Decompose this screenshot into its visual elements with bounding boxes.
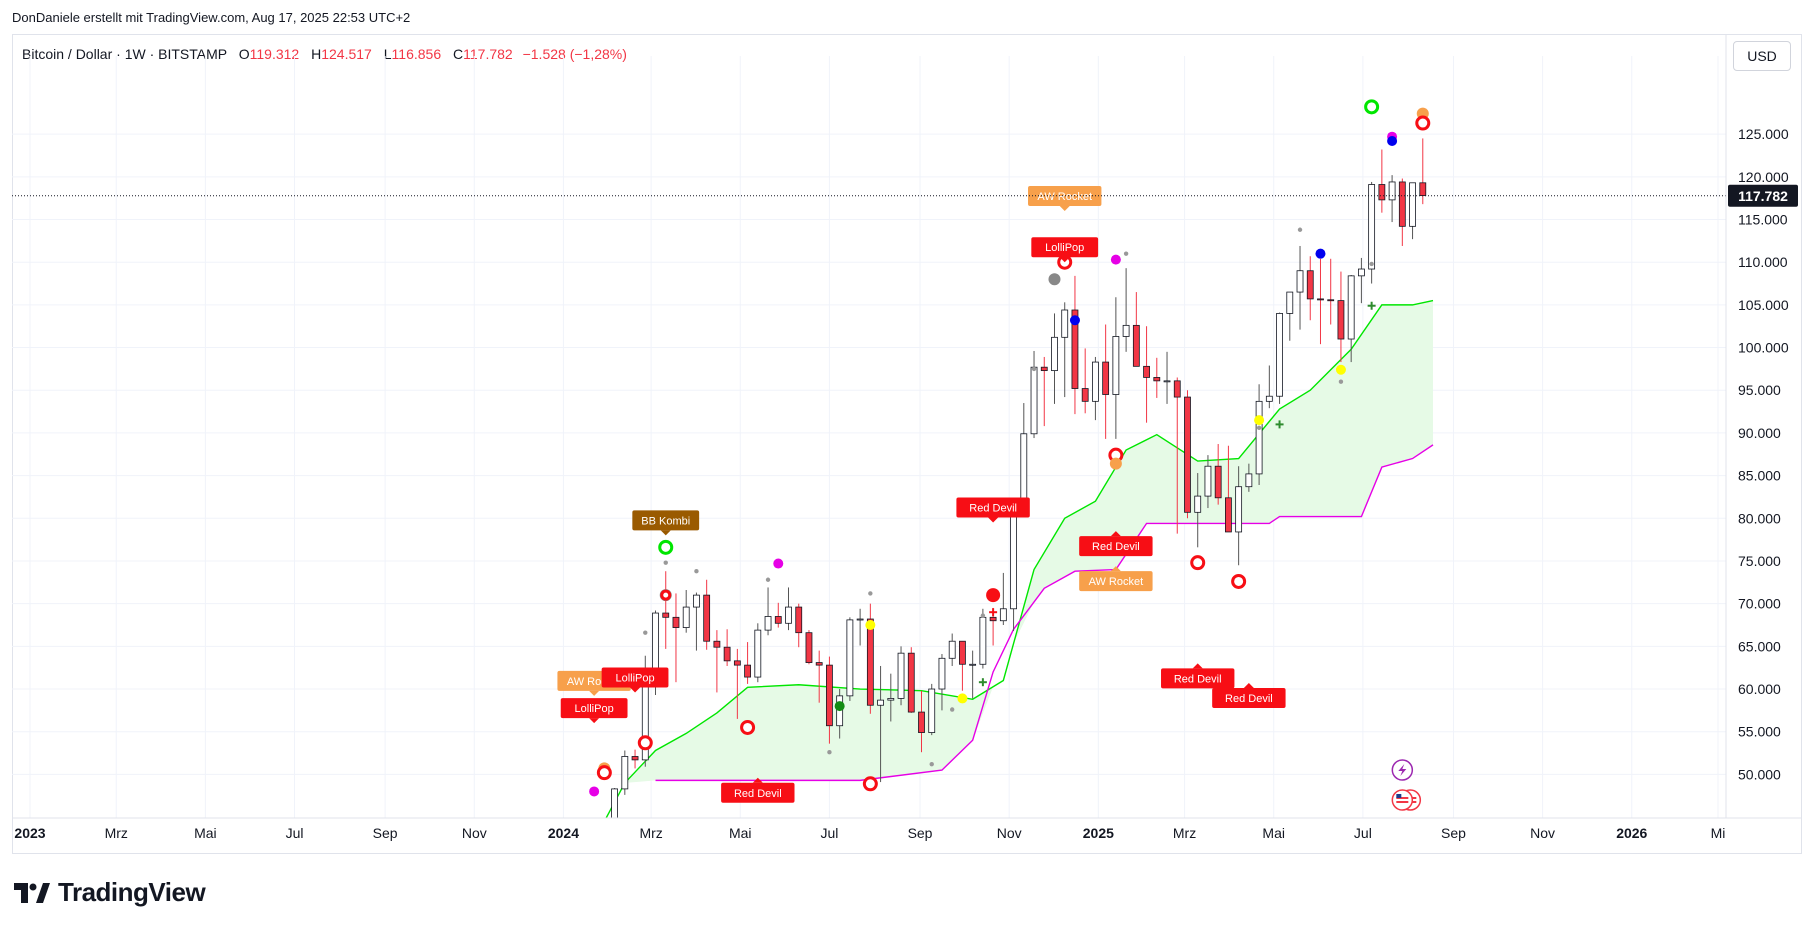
close-label: C — [453, 46, 464, 62]
tradingview-logo[interactable]: TradingView — [14, 877, 206, 908]
brand-name: TradingView — [58, 877, 206, 907]
chart-credit: DonDaniele erstellt mit TradingView.com,… — [12, 10, 411, 25]
symbol-legend: Bitcoin / Dollar · 1W · BITSTAMP O119.31… — [22, 46, 627, 62]
open-label: O — [238, 46, 250, 62]
symbol-name[interactable]: Bitcoin / Dollar · 1W · BITSTAMP — [22, 46, 227, 62]
tradingview-logo-icon — [14, 882, 50, 903]
close-value: 117.782 — [463, 46, 513, 62]
open-value: 119.312 — [249, 46, 300, 62]
low-label: L — [383, 46, 392, 62]
change-value: −1.528 (−1,28%) — [522, 46, 627, 62]
low-value: 116.856 — [391, 46, 442, 62]
high-value: 124.517 — [321, 46, 372, 62]
high-label: H — [311, 46, 322, 62]
chart-frame — [12, 34, 1802, 854]
currency-button[interactable]: USD — [1733, 41, 1791, 71]
